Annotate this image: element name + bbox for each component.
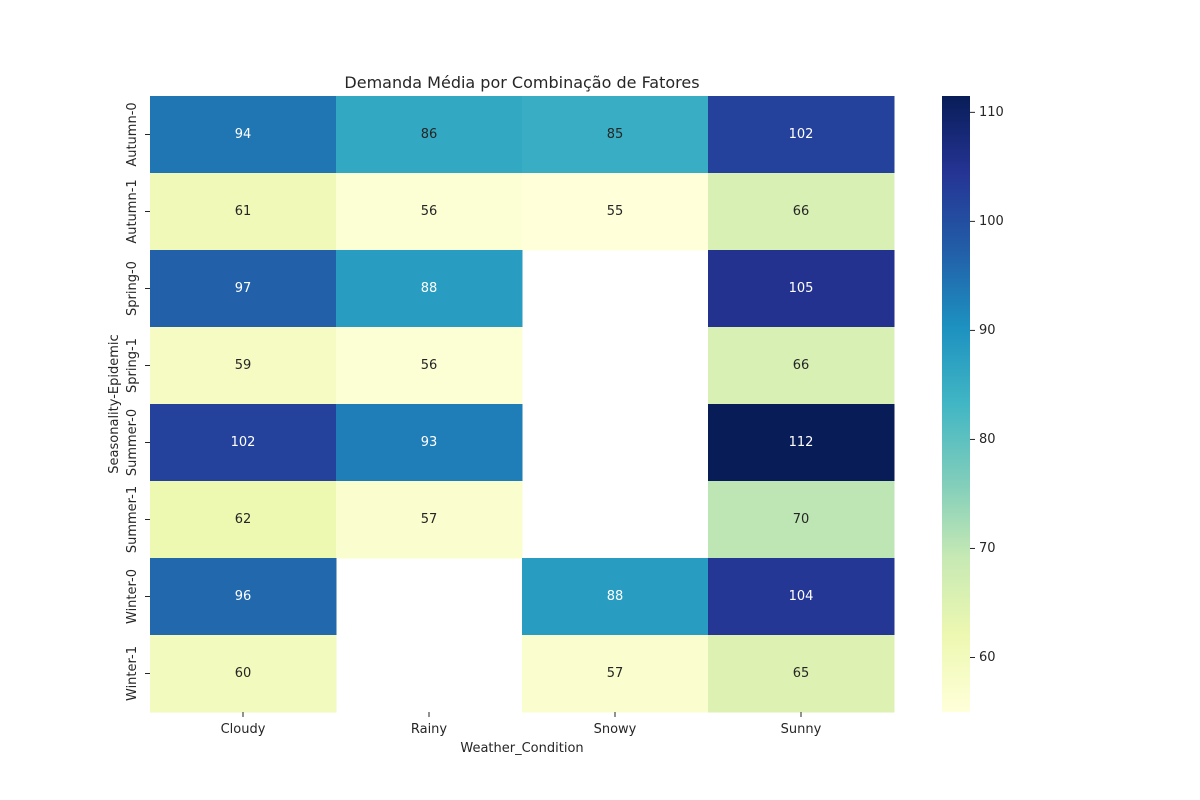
heatmap-cell — [708, 327, 895, 405]
heatmap-cell — [708, 404, 895, 482]
colorbar-gradient-bar — [942, 96, 970, 712]
heatmap-cell — [336, 404, 523, 482]
heatmap-cell — [708, 481, 895, 559]
heatmap-cell-value: 66 — [793, 358, 810, 373]
y-tick-label: Summer-0 — [125, 409, 140, 476]
heatmap-cell — [150, 481, 337, 559]
heatmap-cell-value: 94 — [235, 127, 252, 142]
heatmap-cell-value: 104 — [789, 589, 814, 604]
heatmap-cell-value: 66 — [793, 204, 810, 219]
heatmap-cell-value: 70 — [793, 512, 810, 527]
heatmap-cell-value: 88 — [421, 281, 438, 296]
heatmap-cell-value: 102 — [789, 127, 814, 142]
colorbar-tick-label: 100 — [979, 214, 1004, 229]
heatmap-cell-value: 93 — [421, 435, 438, 450]
heatmap-cell — [522, 173, 709, 251]
heatmap-cell-value: 55 — [607, 204, 624, 219]
heatmap-cell — [150, 96, 337, 174]
heatmap-cell — [708, 173, 895, 251]
heatmap-cell — [708, 558, 895, 636]
y-tick-label: Autumn-0 — [125, 102, 140, 166]
colorbar-tick-label: 110 — [979, 105, 1004, 120]
heatmap-cell-value: 62 — [235, 512, 252, 527]
heatmap-cell — [522, 635, 709, 713]
heatmap-cell-value: 105 — [789, 281, 814, 296]
heatmap-cells — [150, 96, 895, 713]
heatmap-cell — [150, 327, 337, 405]
x-axis-label: Weather_Condition — [460, 741, 583, 756]
x-tick-label: Snowy — [594, 722, 637, 737]
heatmap-cell — [522, 558, 709, 636]
heatmap-cell — [336, 250, 523, 328]
heatmap-cell — [150, 173, 337, 251]
colorbar-tick-label: 90 — [979, 323, 996, 338]
y-axis-ticks: Autumn-0 Autumn-1 Spring-0 Spring-1 Summer-0… — [125, 102, 150, 701]
x-tick-label: Sunny — [781, 722, 822, 737]
y-tick-label: Spring-1 — [125, 338, 140, 393]
y-tick-label: Summer-1 — [125, 486, 140, 553]
heatmap-cell — [150, 635, 337, 713]
heatmap-cell-value: 85 — [607, 127, 624, 142]
heatmap-cell-value: 61 — [235, 204, 252, 219]
heatmap-cell — [708, 96, 895, 174]
heatmap-cell-value: 112 — [789, 435, 814, 450]
heatmap-cell-value: 102 — [231, 435, 256, 450]
heatmap-cell-value: 59 — [235, 358, 252, 373]
colorbar-tick-label: 80 — [979, 432, 996, 447]
y-tick-label: Winter-1 — [125, 646, 140, 701]
x-tick-label: Rainy — [411, 722, 448, 737]
colorbar-tick-label: 70 — [979, 541, 996, 556]
heatmap-cell — [708, 250, 895, 328]
heatmap-cell-labels: 94 86 85 102 61 56 55 66 97 88 105 59 56 66 102 93 112 62… — [231, 127, 814, 681]
heatmap-cell-value: 97 — [235, 281, 252, 296]
heatmap-cell-value: 96 — [235, 589, 252, 604]
heatmap-cell — [150, 404, 337, 482]
y-tick-label: Autumn-1 — [125, 179, 140, 243]
heatmap-cell — [150, 250, 337, 328]
y-tick-label: Winter-0 — [125, 569, 140, 624]
heatmap-cell-value: 56 — [421, 358, 438, 373]
heatmap-cell-value: 60 — [235, 666, 252, 681]
heatmap-cell — [522, 96, 709, 174]
y-tick-label: Spring-0 — [125, 261, 140, 316]
x-axis-ticks: Cloudy Rainy Snowy Sunny — [221, 712, 822, 737]
colorbar: 60 70 80 90 100 110 — [942, 96, 1004, 712]
x-tick-label: Cloudy — [221, 722, 266, 737]
heatmap-cell-value: 56 — [421, 204, 438, 219]
heatmap-cell — [336, 96, 523, 174]
chart-title: Demanda Média por Combinação de Fatores — [344, 73, 699, 92]
heatmap-cell — [336, 481, 523, 559]
colorbar-tick-label: 60 — [979, 650, 996, 665]
heatmap-cell-value: 86 — [421, 127, 438, 142]
heatmap-cell-value: 65 — [793, 666, 810, 681]
heatmap-cell-value: 88 — [607, 589, 624, 604]
heatmap-cell — [336, 173, 523, 251]
heatmap-cell — [708, 635, 895, 713]
heatmap-cell — [336, 327, 523, 405]
heatmap-cell — [150, 558, 337, 636]
y-axis-label: Seasonality-Epidemic — [107, 334, 122, 473]
heatmap-cell-value: 57 — [421, 512, 438, 527]
colorbar-ticks: 60 70 80 90 100 110 — [970, 105, 1004, 665]
heatmap-cell-value: 57 — [607, 666, 624, 681]
